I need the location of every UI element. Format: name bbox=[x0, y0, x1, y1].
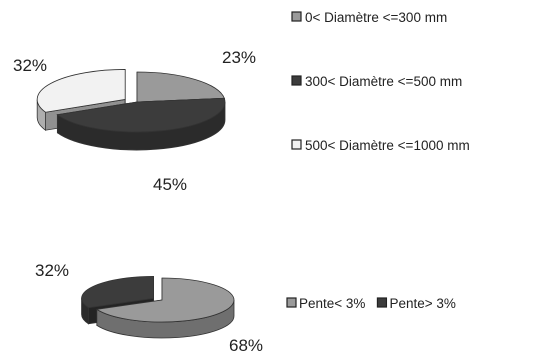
pie1-legend-swatch-500-diam-tre-1000-mm bbox=[291, 139, 302, 150]
pie1-legend-label-300-diam-tre-500-mm: 300< Diamètre <=500 mm bbox=[305, 74, 462, 89]
pie2-data-label-pente-3: 68% bbox=[229, 336, 263, 355]
pie1-legend-swatch-0-diam-tre-300-mm bbox=[291, 11, 302, 22]
pie1-data-label-300-diam-tre-500-mm: 45% bbox=[153, 175, 187, 194]
pie2-legend-swatch-pente-3 bbox=[376, 297, 388, 308]
pie2-data-label-pente-3: 32% bbox=[35, 261, 69, 280]
pie1-0-diam-tre-300-mm-slice bbox=[136, 71, 225, 103]
pie1-legend-swatch-300-diam-tre-500-mm bbox=[291, 75, 302, 86]
pie1-300-diam-tre-500-mm-slice bbox=[56, 97, 226, 133]
pie2-pente-3-slice bbox=[81, 275, 154, 309]
pie1-data-label-0-diam-tre-300-mm: 23% bbox=[222, 48, 256, 67]
pie1-500-diam-tre-1000-mm-slice bbox=[36, 69, 126, 113]
pie2-pente-3-slice bbox=[95, 277, 235, 323]
pie2-legend-swatch-pente-3 bbox=[286, 297, 297, 308]
pie1-legend-label-500-diam-tre-1000-mm: 500< Diamètre <=1000 mm bbox=[305, 138, 470, 153]
pie1-legend-label-0-diam-tre-300-mm: 0< Diamètre <=300 mm bbox=[305, 10, 447, 25]
pie2-legend-label-pente-3: Pente< 3% bbox=[299, 296, 365, 311]
pie2-legend-label-pente-3: Pente> 3% bbox=[389, 296, 455, 311]
pie1-data-label-500-diam-tre-1000-mm: 32% bbox=[13, 56, 47, 75]
